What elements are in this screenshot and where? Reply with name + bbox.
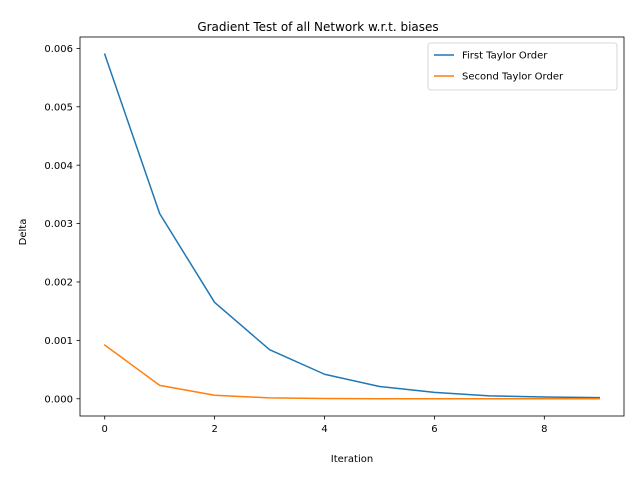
series-lines [103, 53, 601, 400]
x-tick-label: 0 [102, 424, 108, 435]
legend-label: Second Taylor Order [462, 72, 564, 83]
chart-title: Gradient Test of all Network w.r.t. bias… [197, 20, 438, 34]
plot-frame [79, 36, 625, 417]
legend: First Taylor Order Second Taylor Order [427, 42, 618, 91]
y-tick-label: 0.000 [44, 394, 73, 405]
series-line-1 [103, 344, 601, 400]
series-line-0 [103, 53, 601, 399]
legend-box [427, 42, 618, 91]
y-axis-label: Delta [18, 219, 29, 246]
x-tick-label: 2 [211, 424, 217, 435]
y-tick-label: 0.004 [44, 161, 73, 172]
legend-label: First Taylor Order [462, 51, 548, 62]
y-ticks: 0.000 0.001 0.002 0.003 0.004 0.005 0.006 [44, 44, 80, 405]
y-tick-label: 0.005 [44, 102, 73, 113]
y-tick-label: 0.003 [44, 219, 73, 230]
x-ticks: 0 2 4 6 8 [102, 416, 548, 435]
x-axis-label: Iteration [331, 454, 373, 465]
y-tick-label: 0.001 [44, 336, 73, 347]
y-tick-label: 0.006 [44, 44, 73, 55]
x-tick-label: 6 [431, 424, 437, 435]
y-tick-label: 0.002 [44, 278, 73, 289]
x-tick-label: 8 [541, 424, 547, 435]
x-tick-label: 4 [321, 424, 327, 435]
plot-area [80, 37, 624, 416]
